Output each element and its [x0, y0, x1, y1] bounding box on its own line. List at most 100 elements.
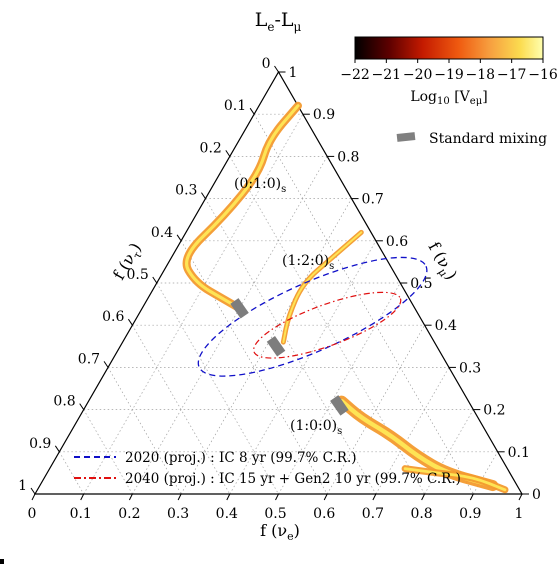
left-tick-label: 0.7 [78, 351, 100, 367]
right-tick-label: 0.8 [337, 149, 359, 165]
legend-2040-label: 2040 (proj.) : IC 15 yr + Gen2 10 yr (99… [125, 471, 461, 487]
grid-line [375, 367, 450, 495]
colorbar-tick-label: −19 [434, 67, 464, 83]
grid-line [424, 409, 474, 495]
left-axis-ticks: 0 0.1 0.2 0.3 0.4 0.5 0.6 0.7 0.8 0.9 1 [18, 56, 279, 495]
left-tick-label: 0.3 [175, 183, 197, 199]
left-tick [30, 487, 36, 495]
flow-core [184, 104, 300, 310]
left-tick-label: 0.8 [53, 394, 75, 410]
source-label-120: (1:2:0)s [282, 253, 334, 272]
standard-mixing-legend-label: Standard mixing [429, 131, 547, 147]
bottom-tick-label: 0.2 [118, 506, 140, 522]
bottom-tick [421, 493, 426, 501]
bottom-tick-label: 0.5 [264, 506, 286, 522]
grid-line [107, 367, 182, 495]
left-tick [127, 318, 133, 326]
bottom-tick-label: 1 [515, 506, 524, 522]
chart-title: Le-Lμ [255, 9, 302, 34]
grid-line [132, 156, 328, 495]
colorbar [354, 36, 544, 60]
ic2040-region [253, 291, 402, 359]
bottom-tick-label: 0.7 [362, 506, 384, 522]
left-tick-label: 0.5 [126, 267, 148, 283]
right-tick-label: 0.3 [459, 360, 481, 376]
ic2020-region [197, 256, 428, 377]
bottom-tick [323, 493, 328, 501]
right-tick-label: 0.7 [362, 192, 384, 208]
bottom-tick-label: 0.9 [459, 506, 481, 522]
grid-line [132, 325, 231, 495]
bottom-tick [177, 493, 182, 501]
left-tick [225, 150, 231, 157]
bottom-tick-label: 0.8 [410, 506, 432, 522]
left-tick-label: 0 [262, 56, 271, 72]
grid-line [180, 198, 352, 495]
bottom-tick [226, 493, 231, 501]
grid-line [326, 325, 425, 495]
right-tick-label: 0.4 [435, 318, 457, 334]
standard-mixing-marker [230, 298, 249, 319]
left-tick-label: 0.1 [224, 98, 246, 114]
bottom-tick [372, 493, 377, 501]
flow-core [403, 467, 507, 492]
left-tick-label: 1 [18, 478, 27, 494]
legend-2020-label: 2020 (proj.) : IC 8 yr (99.7% C.R.) [125, 450, 357, 466]
corner-mark [0, 559, 4, 564]
grid-line [156, 282, 279, 495]
grid-line [253, 114, 474, 495]
flavor-flows [182, 101, 509, 494]
bottom-tick [275, 493, 279, 501]
left-tick [79, 403, 85, 410]
grid-line [278, 282, 401, 495]
bottom-tick [518, 493, 523, 501]
bottom-tick-label: 0.6 [313, 506, 335, 522]
right-tick-label: 0 [532, 487, 541, 503]
source-label-100: (1:0:0)s [290, 418, 342, 437]
left-tick-label: 0.9 [29, 436, 51, 452]
flow-band [182, 101, 302, 313]
grid-line [205, 198, 377, 495]
grid-line [83, 114, 304, 495]
bottom-tick [128, 493, 133, 501]
left-tick [54, 445, 60, 453]
grid-line [83, 409, 133, 495]
standard-mixing-marker [330, 395, 349, 416]
standard-mixing-marker [266, 336, 286, 357]
left-tick-label: 0.6 [102, 309, 124, 325]
colorbar-tick-label: −21 [372, 67, 402, 83]
bottom-tick-label: 0.4 [216, 506, 238, 522]
left-tick-label: 0.4 [151, 225, 173, 241]
left-tick [152, 276, 158, 284]
grid-line [59, 451, 85, 495]
left-tick [249, 107, 255, 115]
source-label-010: (0:1:0)s [234, 176, 286, 195]
left-tick [176, 234, 182, 242]
colorbar-tick-label: −18 [466, 67, 496, 83]
bottom-axis-title: f (νe) [260, 521, 300, 543]
bottom-tick [80, 493, 85, 501]
left-tick-label: 0.2 [200, 140, 222, 156]
colorbar-tick-label: −17 [497, 67, 527, 83]
right-tick-label: 0.6 [386, 234, 408, 250]
standard-mixing-markers [230, 298, 349, 416]
colorbar-tick-label: −20 [403, 67, 433, 83]
right-tick-label: 1 [289, 65, 298, 81]
bottom-tick [31, 493, 36, 501]
left-tick [103, 361, 109, 368]
colorbar-label: Log10 [Veμ] [410, 89, 487, 107]
grid-line [229, 240, 377, 495]
left-tick [274, 65, 279, 73]
right-tick-label: 0.2 [483, 403, 505, 419]
colorbar-tick-label: −22 [340, 67, 370, 83]
flow-core [339, 398, 495, 488]
ternary-grid [59, 113, 498, 495]
bottom-tick [469, 493, 474, 501]
colorbar-ticks: −22 −21 −20 −19 −18 −17 −16 [340, 59, 558, 83]
right-axis-ticks: 0 0.1 0.2 0.3 0.4 0.5 0.6 0.7 0.8 0.9 1 [278, 65, 541, 503]
right-tick-label: 0.5 [410, 276, 432, 292]
bottom-axis-ticks: 0 0.1 0.2 0.3 0.4 0.5 0.6 0.7 0.8 0.9 1 [28, 493, 524, 522]
flow-band [280, 229, 364, 345]
bottom-tick-label: 0.1 [70, 506, 92, 522]
